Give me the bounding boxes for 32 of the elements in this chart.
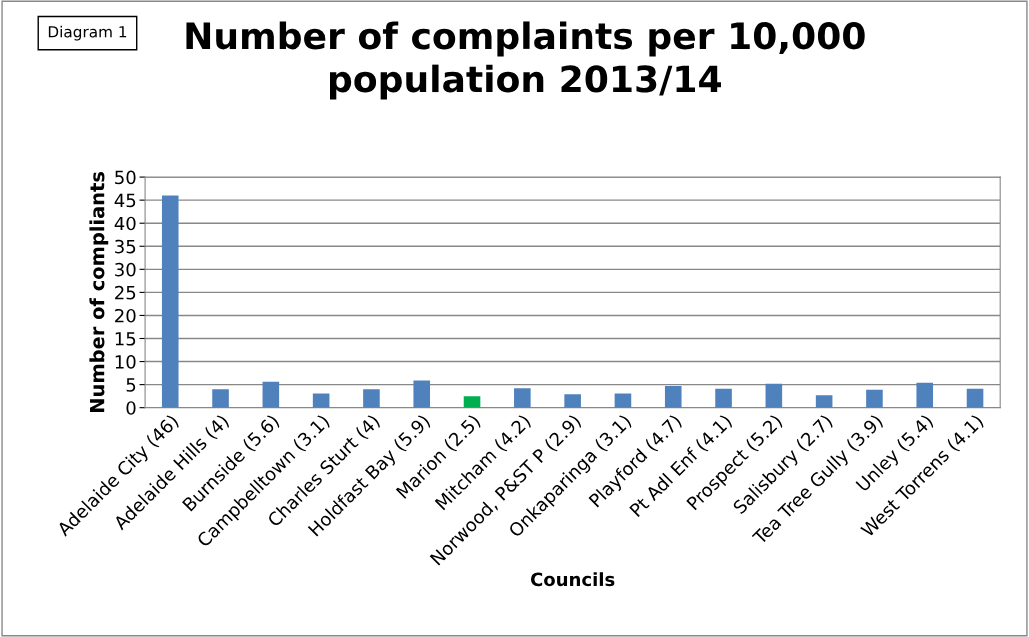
bar (514, 388, 531, 408)
y-tick-label: 5 (126, 378, 136, 392)
bar (916, 382, 934, 408)
bar (866, 389, 883, 408)
text: Diagram 1 (48, 25, 127, 41)
y-axis-title: Number of compliants (89, 171, 109, 412)
bar (463, 396, 481, 408)
bar (765, 383, 783, 408)
y-tick-label: 45 (114, 193, 136, 208)
bar (161, 195, 179, 408)
x-axis-title: Councils (530, 572, 615, 587)
chart-title: Number of complaints per 10,000 population 2013/14 (186, 21, 865, 100)
y-tick-label: 25 (115, 285, 136, 300)
bar (564, 394, 581, 408)
y-tick-label: 0 (126, 401, 136, 415)
bar (664, 386, 682, 408)
bar (212, 389, 229, 408)
bar (312, 393, 330, 408)
bar (815, 395, 833, 408)
y-tick-label: 30 (115, 262, 136, 277)
y-tick-label: 35 (115, 239, 136, 254)
bar (614, 393, 632, 408)
bar (363, 389, 380, 408)
y-tick-label: 10 (115, 355, 136, 369)
y-tick-label: 15 (115, 332, 136, 346)
bar (715, 388, 732, 408)
y-tick-label: 20 (115, 308, 136, 323)
bar (966, 388, 984, 408)
bar (262, 381, 280, 408)
y-tick-label: 50 (115, 170, 136, 185)
bar (413, 380, 431, 408)
y-tick-label: 40 (114, 216, 136, 231)
